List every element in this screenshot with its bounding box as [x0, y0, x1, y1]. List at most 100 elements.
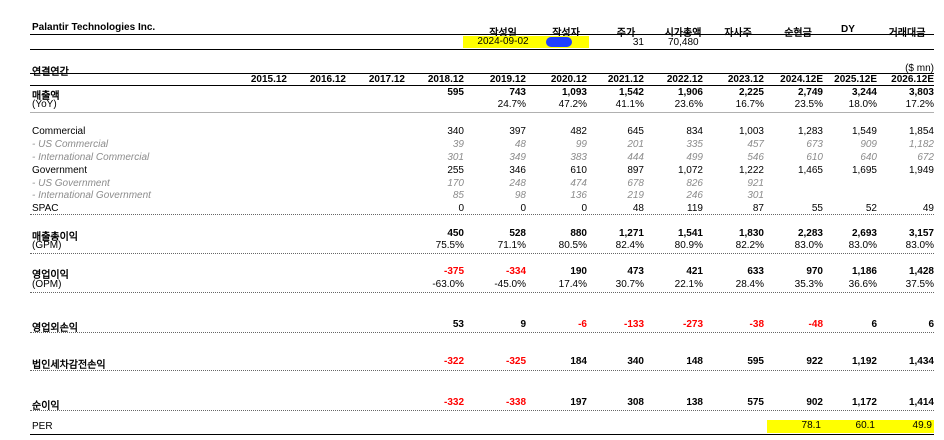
table-cell: 678 [627, 178, 644, 189]
table-row: (OPM) -63.0% -45.0% 17.4% 30.7% 22.1% 28.4% 35.… [0, 279, 944, 291]
table-cell: 640 [860, 152, 877, 163]
table-row: 영업외손익 53 9 -6 -133 -273 -38 -48 6 6 [0, 319, 944, 334]
table-cell: -325 [505, 356, 526, 367]
table-cell: 39 [452, 139, 464, 150]
table-cell: 22.1% [674, 279, 703, 290]
header-label: 거래대금 [888, 28, 926, 39]
header-label: 작성일 [489, 28, 517, 39]
table-cell: 98 [514, 190, 526, 201]
table-cell: -45.0% [494, 279, 526, 290]
row-label: 순이익 [32, 401, 60, 412]
table-row: (GPM) 75.5% 71.1% 80.5% 82.4% 80.9% 82.2% 83.0%… [0, 240, 944, 252]
table-cell: -133 [623, 319, 644, 330]
header-label: 작성자 [552, 28, 580, 39]
table-cell: 826 [686, 178, 703, 189]
table-cell: 528 [509, 228, 526, 239]
table-cell: 1,283 [797, 126, 823, 137]
table-cell: 575 [747, 397, 764, 408]
table-row: PER 78.1 60.1 49.9 [0, 420, 944, 433]
year-label: 2017.12 [368, 74, 405, 85]
table-cell: 349 [509, 152, 526, 163]
table-cell: 880 [570, 228, 587, 239]
row-label: 매출총이익 [32, 232, 78, 243]
year-label: 2019.12 [489, 74, 526, 85]
table-cell: 2,693 [851, 228, 877, 239]
table-cell: 75.5% [435, 240, 464, 251]
table-cell: 595 [447, 87, 464, 98]
table-cell: 6 [871, 319, 877, 330]
table-cell: 36.6% [848, 279, 877, 290]
table-cell: 53 [452, 319, 464, 330]
row-divider [30, 332, 934, 333]
header-top-line [30, 34, 934, 35]
row-divider [30, 434, 934, 435]
table-row: Commercial 340 397 482 645 834 1,003 1,283 1,549… [0, 126, 944, 138]
year-label: 2023.12 [727, 74, 764, 85]
table-cell: 340 [627, 356, 644, 367]
table-cell: 1,072 [677, 165, 703, 176]
table-cell: 49.9 [876, 420, 934, 433]
table-cell: 136 [570, 190, 587, 201]
table-cell: 672 [917, 152, 934, 163]
company-name: Palantir Technologies Inc. [32, 22, 156, 33]
table-cell: -38 [749, 319, 764, 330]
table-cell: 340 [447, 126, 464, 137]
table-cell: 248 [509, 178, 526, 189]
row-label: (YoY) [32, 99, 57, 110]
table-cell: 1,172 [851, 397, 877, 408]
table-cell: 71.1% [497, 240, 526, 251]
table-cell: 1,182 [908, 139, 934, 150]
table-cell: 2,749 [797, 87, 823, 98]
author-cell [543, 36, 589, 48]
table-cell: 1,186 [851, 266, 877, 277]
table-cell: 55 [811, 203, 823, 214]
row-label: (GPM) [32, 240, 62, 251]
table-cell: 78.1 [767, 420, 823, 433]
table-cell: 190 [570, 266, 587, 277]
table-cell: 219 [627, 190, 644, 201]
table-row: 매출액 595 743 1,093 1,542 1,906 2,225 2,749 3,244 3… [0, 87, 944, 102]
table-cell: 1,549 [851, 126, 877, 137]
table-cell: 255 [447, 165, 464, 176]
table-cell: 138 [686, 397, 703, 408]
table-cell: 0 [458, 203, 464, 214]
table-cell: -338 [505, 397, 526, 408]
table-cell: 1,222 [738, 165, 764, 176]
table-row: (YoY) 24.7% 47.2% 41.1% 23.6% 16.7% 23.5% 18.0%… [0, 99, 944, 111]
table-cell: 30.7% [615, 279, 644, 290]
table-cell: 83.0% [905, 240, 934, 251]
table-cell: 184 [570, 356, 587, 367]
table-row: 매출총이익 450 528 880 1,271 1,541 1,830 2,283 2,693 3… [0, 228, 944, 243]
table-cell: 0 [581, 203, 587, 214]
year-label: 2015.12 [250, 74, 287, 85]
table-cell: 1,093 [561, 87, 587, 98]
table-cell: 1,003 [738, 126, 764, 137]
table-cell: 82.2% [735, 240, 764, 251]
table-cell: 610 [570, 165, 587, 176]
table-cell: 23.6% [674, 99, 703, 110]
table-cell: 499 [686, 152, 703, 163]
row-label: Government [32, 165, 88, 176]
table-cell: 197 [570, 397, 587, 408]
table-cell: 301 [447, 152, 464, 163]
table-cell: 16.7% [735, 99, 764, 110]
table-cell: 474 [570, 178, 587, 189]
row-divider [30, 214, 934, 215]
row-label: - International Government [32, 190, 151, 201]
table-cell: 482 [570, 126, 587, 137]
table-cell: 1,541 [677, 228, 703, 239]
table-cell: 3,157 [908, 228, 934, 239]
table-cell: 1,542 [618, 87, 644, 98]
table-cell: 9 [520, 319, 526, 330]
header-label: 자사주 [724, 28, 752, 39]
row-divider [30, 112, 934, 113]
table-cell: 421 [686, 266, 703, 277]
row-label: Commercial [32, 126, 86, 137]
table-cell: 897 [627, 165, 644, 176]
table-cell: 148 [686, 356, 703, 367]
table-cell: 83.0% [848, 240, 877, 251]
table-cell: 17.2% [905, 99, 934, 110]
table-cell: 49 [922, 203, 934, 214]
table-row: Government 255 346 610 897 1,072 1,222 1,465 1,6… [0, 165, 944, 177]
row-label: - US Government [32, 178, 110, 189]
